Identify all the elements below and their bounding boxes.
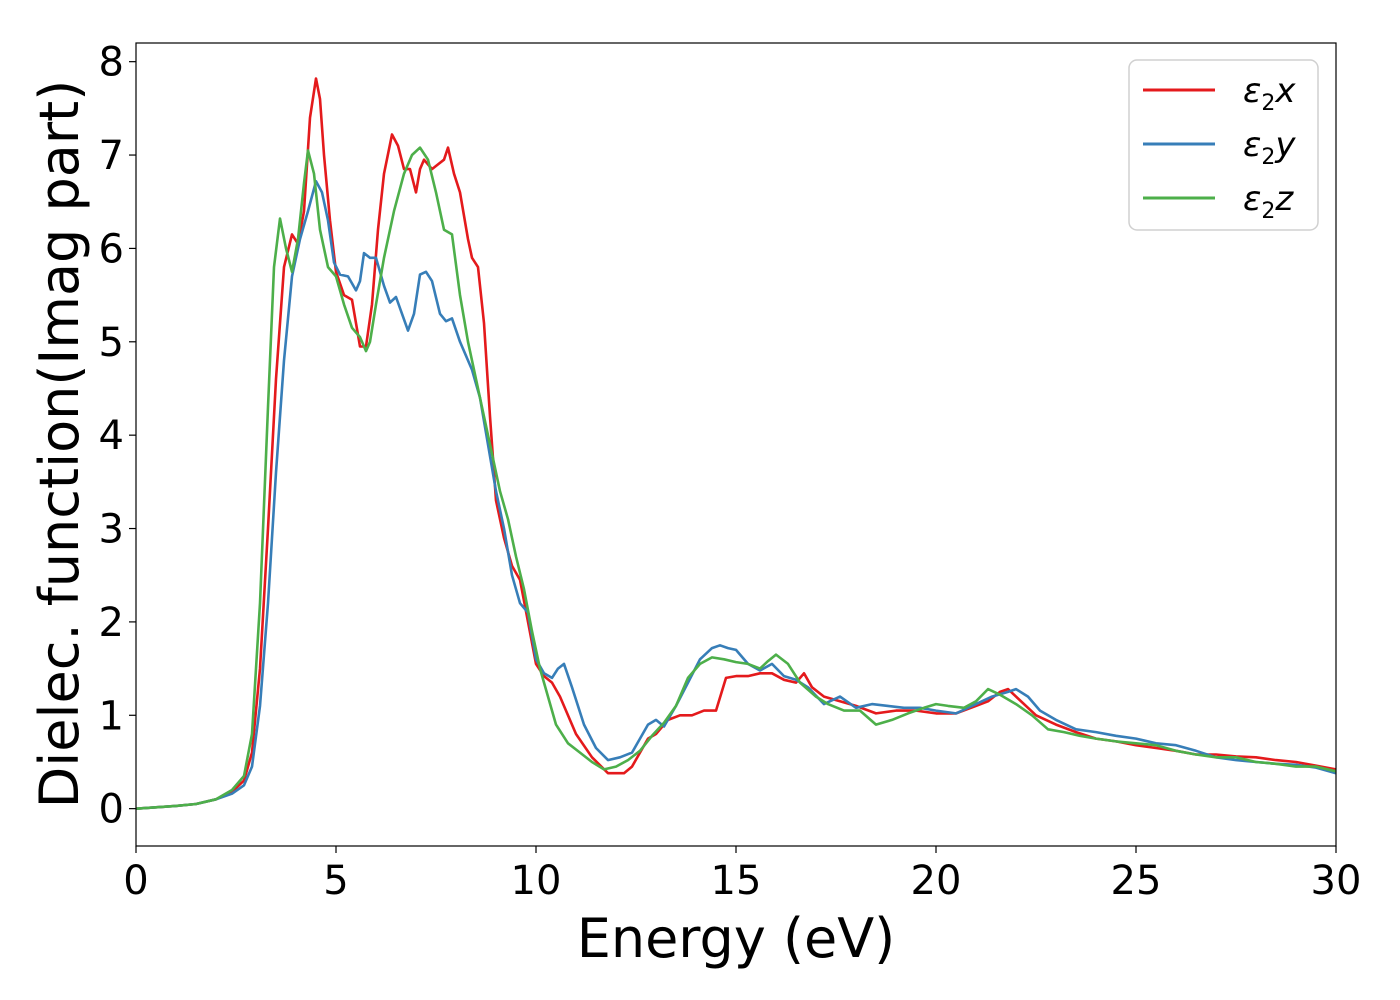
y-tick-label: 0: [99, 787, 124, 833]
x-tick-label: 10: [511, 858, 562, 904]
x-tick-label: 15: [711, 858, 762, 904]
x-tick-label: 30: [1311, 858, 1362, 904]
x-tick-label: 5: [323, 858, 348, 904]
y-tick-label: 1: [99, 693, 124, 739]
series-layer: [135, 77, 1337, 810]
series-line-x: [135, 77, 1337, 810]
x-tick-label: 25: [1111, 858, 1162, 904]
x-axis-ticks: 0 5 10 15 20 25 30: [123, 846, 1361, 904]
series-line-y: [135, 179, 1337, 810]
y-tick-label: 7: [99, 133, 124, 179]
y-tick-label: 5: [99, 320, 124, 366]
y-tick-label: 2: [99, 600, 124, 646]
y-axis-ticks: 0 1 2 3 4 5 6 7 8: [99, 40, 136, 833]
legend-label-y: ε2y: [1243, 125, 1296, 170]
legend: ε2x ε2y ε2z: [1128, 59, 1319, 231]
x-tick-label: 20: [911, 858, 962, 904]
legend-label-x: ε2x: [1243, 71, 1296, 116]
legend-label-z: ε2z: [1243, 179, 1294, 224]
x-tick-label: 0: [123, 858, 148, 904]
y-tick-label: 6: [99, 226, 124, 272]
y-tick-label: 3: [99, 507, 124, 553]
series-line-z: [135, 146, 1337, 810]
y-tick-label: 8: [99, 40, 124, 86]
x-axis-label: Energy (eV): [577, 907, 896, 970]
legend-box: [1128, 59, 1319, 231]
y-tick-label: 4: [99, 413, 124, 459]
y-axis-label: Dielec. function(Imag part): [28, 80, 91, 809]
